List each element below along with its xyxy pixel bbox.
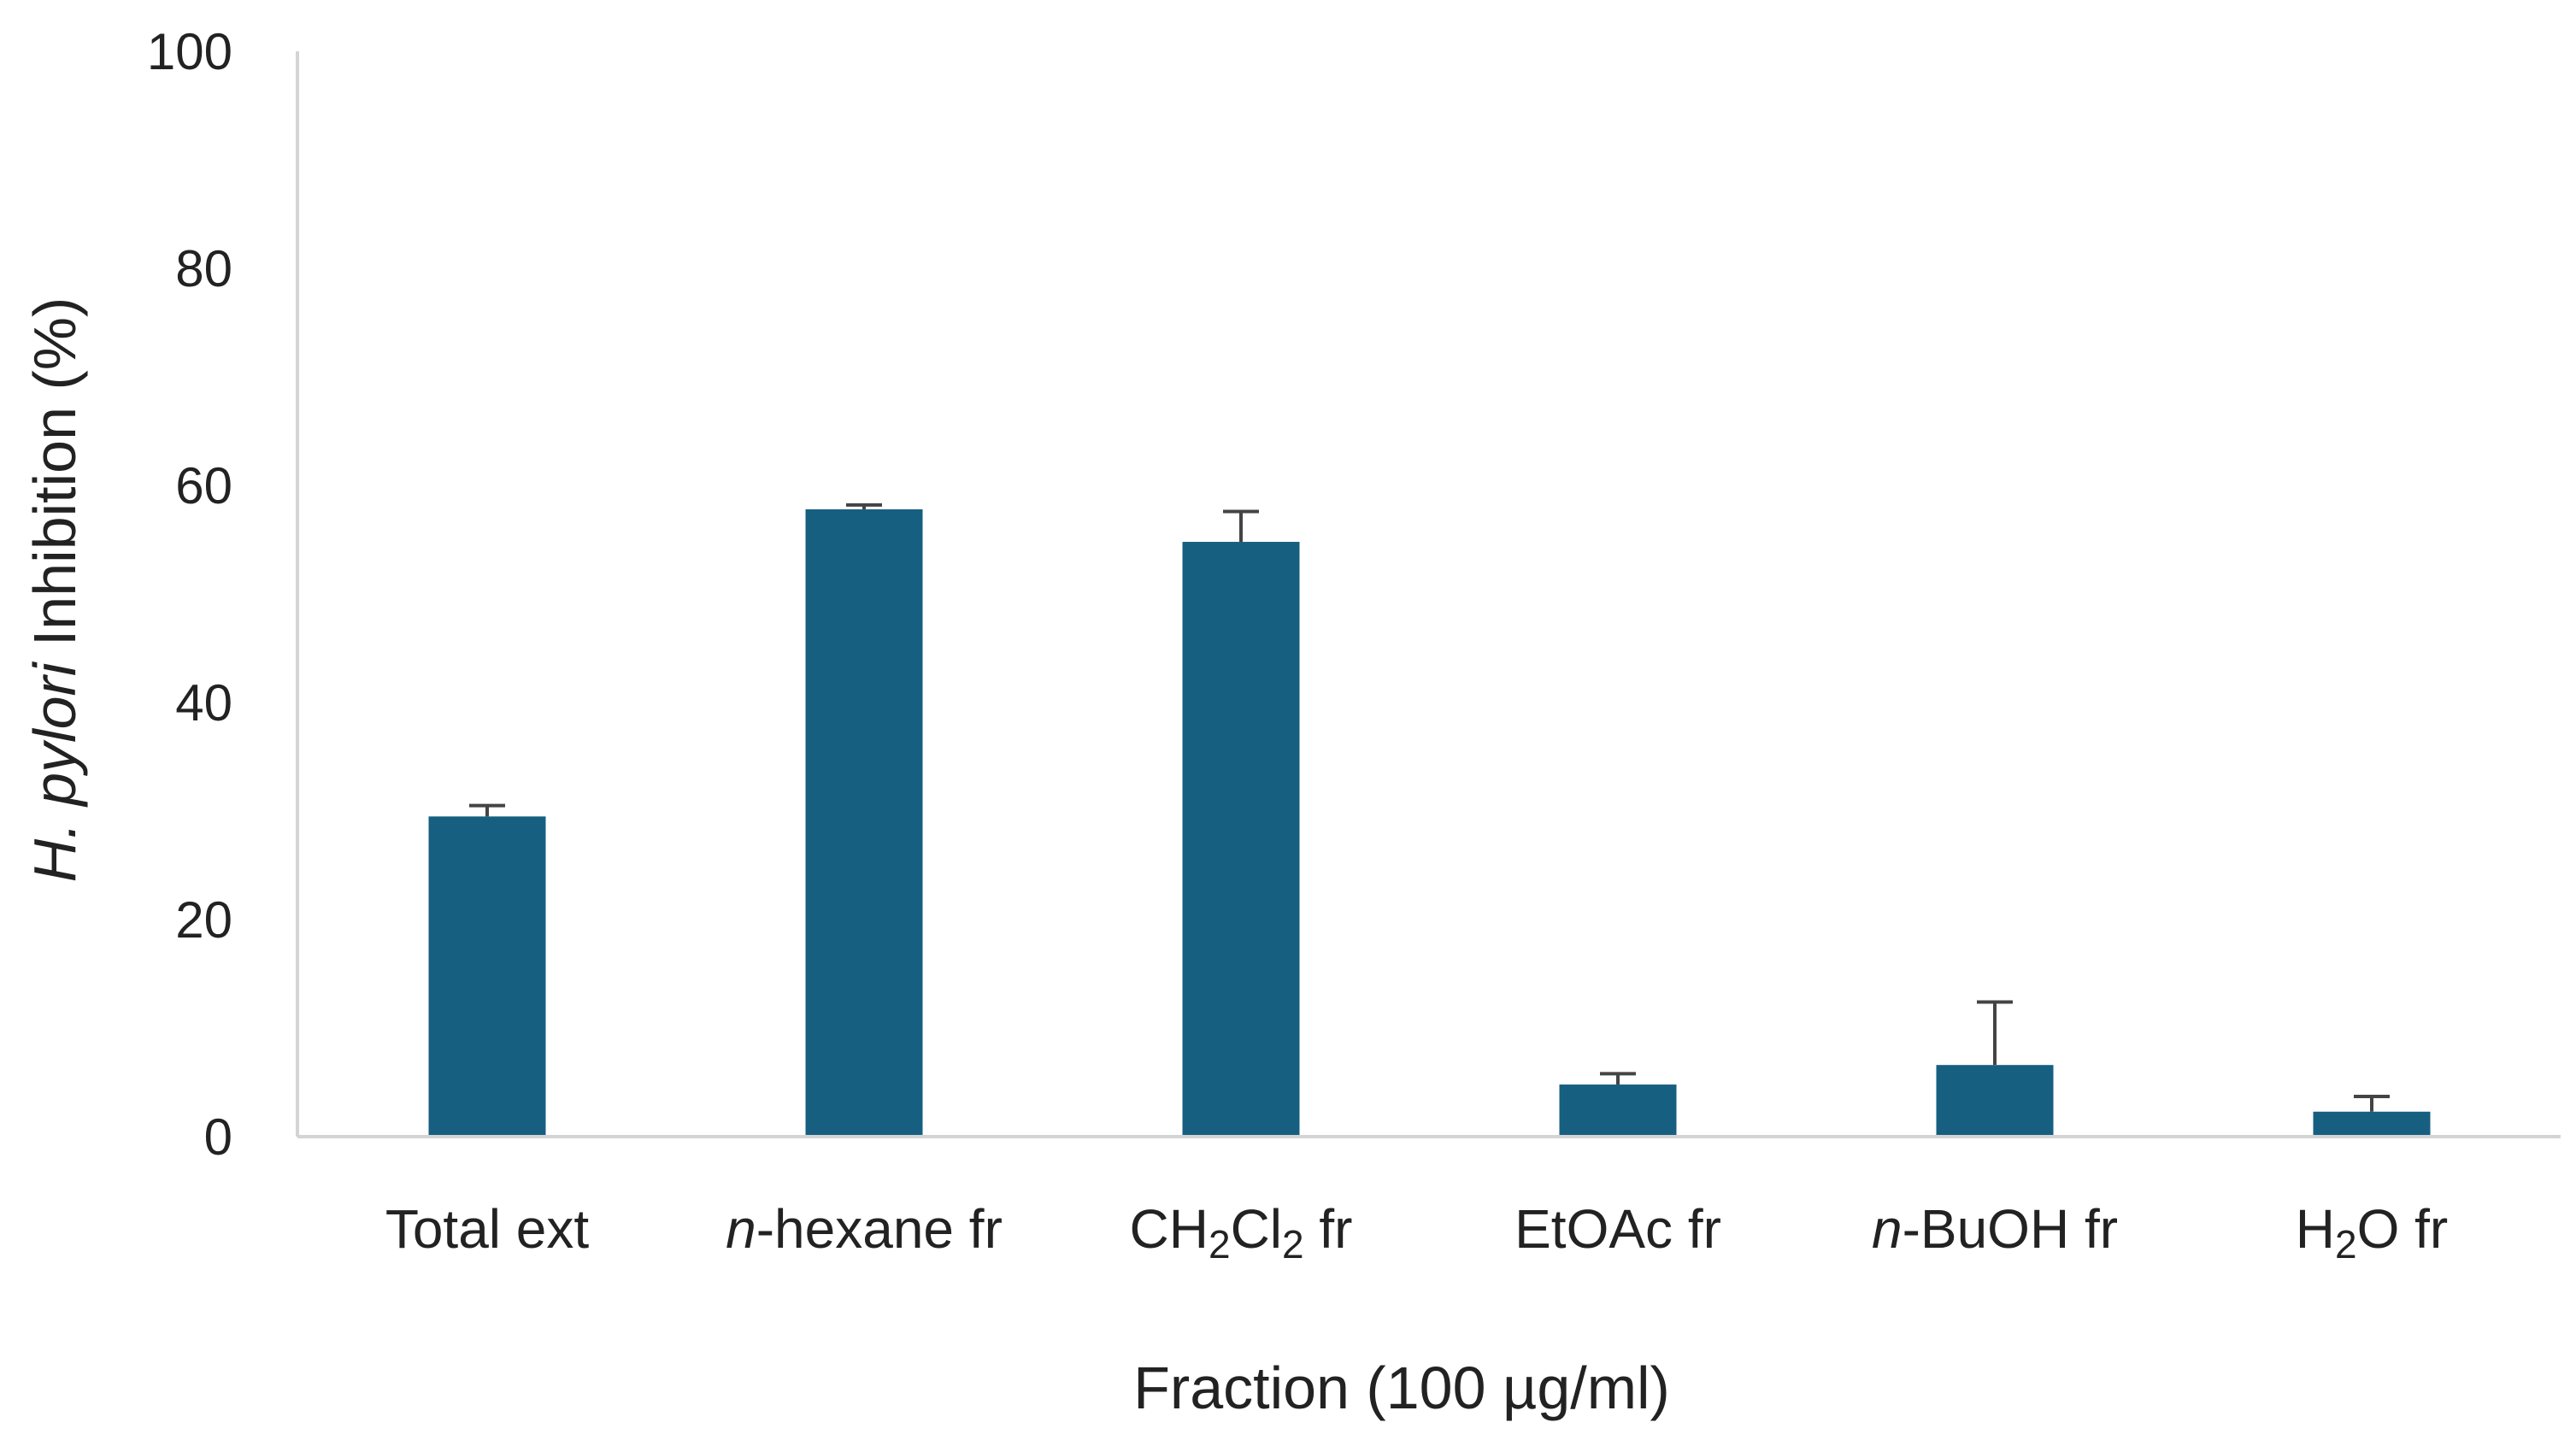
category-label-part: 2 — [2335, 1222, 2357, 1267]
error-bar — [1223, 509, 1259, 543]
category-label-part: H — [2296, 1198, 2335, 1260]
error-bar — [469, 803, 505, 817]
category-label-part: n — [1872, 1198, 1903, 1260]
error-bar — [2354, 1095, 2390, 1112]
x-category-label: CH2Cl2 fr — [1130, 1198, 1353, 1267]
category-label-part: Total ext — [385, 1198, 590, 1260]
y-axis-label-part: Inhibition (%) — [21, 297, 88, 663]
axes-layer — [296, 51, 2561, 1138]
y-axis-label: H. pylori Inhibition (%) — [21, 297, 88, 883]
y-tick-label: 20 — [175, 891, 232, 949]
bar — [805, 508, 923, 1137]
category-label-part: 2 — [1282, 1222, 1304, 1267]
category-label-part: O fr — [2357, 1198, 2449, 1260]
y-tick-label: 40 — [175, 674, 232, 732]
x-category-label: n-BuOH fr — [1872, 1198, 2118, 1260]
error-bar — [1977, 1000, 2013, 1066]
bar — [1936, 1065, 2054, 1137]
error-bars-layer — [469, 503, 2390, 1112]
bar — [1559, 1084, 1677, 1137]
y-axis-label-part: H. pylori — [21, 661, 88, 882]
category-label-part: 2 — [1209, 1222, 1231, 1267]
error-bar — [1600, 1072, 1636, 1085]
category-label-part: n — [726, 1198, 756, 1260]
category-label-part: -hexane fr — [756, 1198, 1003, 1260]
category-label-part: fr — [1304, 1198, 1353, 1260]
category-label-part: CH — [1130, 1198, 1209, 1260]
x-category-label: n-hexane fr — [726, 1198, 1003, 1260]
bars-layer — [428, 508, 2431, 1137]
y-tick-labels: 0 20 40 60 80 100 — [147, 23, 232, 1166]
bar — [428, 816, 546, 1137]
category-label-part: EtOAc fr — [1514, 1198, 1721, 1260]
x-axis-label: Fraction (100 µg/ml) — [1133, 1355, 1670, 1421]
bar — [2313, 1111, 2431, 1137]
error-bar — [846, 503, 882, 509]
y-tick-label: 80 — [175, 240, 232, 297]
x-category-label: H2O fr — [2296, 1198, 2448, 1267]
x-category-label: Total ext — [385, 1198, 590, 1260]
y-tick-label: 60 — [175, 457, 232, 514]
y-tick-label: 0 — [204, 1108, 232, 1166]
x-category-labels: Total ext n-hexane fr CH2Cl2 fr EtOAc fr n-B… — [385, 1198, 2448, 1267]
y-tick-label: 100 — [147, 23, 232, 80]
x-category-label: EtOAc fr — [1514, 1198, 1721, 1260]
bar — [1182, 542, 1300, 1137]
category-label-part: Cl — [1231, 1198, 1282, 1260]
category-label-part: -BuOH fr — [1903, 1198, 2118, 1260]
